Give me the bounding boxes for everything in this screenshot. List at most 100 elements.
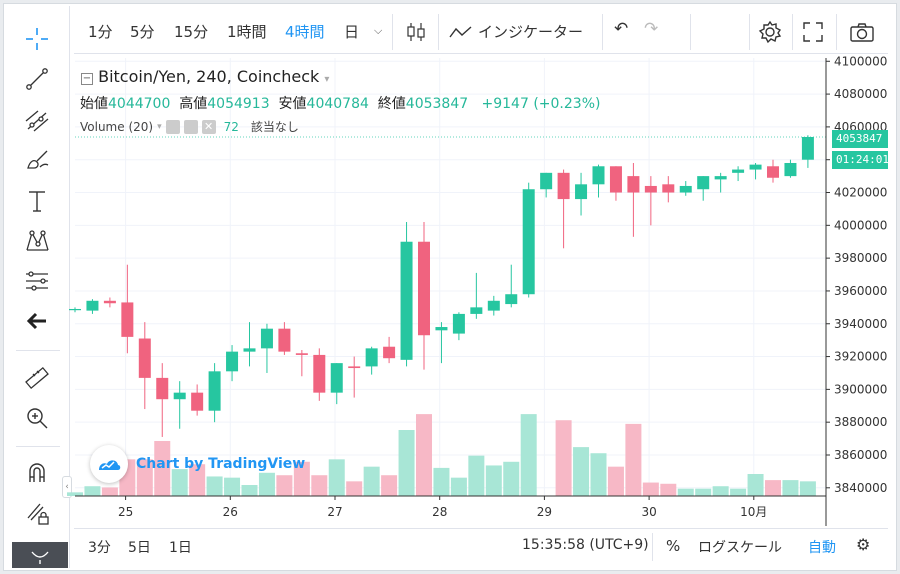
volume-bar — [555, 420, 572, 496]
prediction-icon[interactable] — [20, 266, 54, 296]
volume-bar — [747, 474, 764, 496]
candle-style-icon[interactable] — [404, 20, 428, 48]
zoom-in-icon[interactable] — [20, 403, 54, 433]
candle-body — [592, 166, 605, 185]
range-1d[interactable]: 1日 — [169, 540, 192, 556]
candle-body — [156, 377, 169, 400]
collapse-legend-icon[interactable]: − — [81, 73, 93, 85]
x-tick-label: 25 — [118, 505, 133, 519]
candle-body — [540, 172, 553, 190]
log-scale-toggle[interactable]: ログスケール — [698, 540, 782, 556]
candle-body — [452, 313, 465, 334]
volume-bar — [607, 466, 624, 496]
pattern-icon[interactable] — [20, 226, 54, 256]
indicators-button[interactable]: インジケーター — [478, 23, 584, 41]
volume-bar — [660, 483, 677, 496]
volume-bar — [695, 488, 712, 496]
y-tick-label: 3920000 — [834, 350, 887, 364]
y-tick-label: 4100000 — [834, 54, 887, 68]
y-tick-label: 3840000 — [834, 481, 887, 495]
candle-body — [470, 307, 483, 314]
candle-body — [86, 300, 99, 311]
range-3m[interactable]: 3分 — [88, 540, 111, 556]
countdown-tag: 01:24:01 — [832, 151, 889, 169]
candle-body — [278, 328, 291, 352]
y-tick-label: 3880000 — [834, 415, 887, 429]
redo-icon[interactable]: ↷ — [644, 19, 659, 39]
candle-body — [243, 348, 256, 352]
volume-bar — [677, 488, 694, 496]
y-tick-label: 4080000 — [834, 87, 887, 101]
trend-line-icon[interactable] — [20, 64, 54, 94]
camera-icon[interactable] — [849, 21, 875, 47]
volume-bar — [799, 481, 816, 496]
back-arrow-icon[interactable] — [20, 306, 54, 336]
bottom-toolbar: 3分 5日 1日 15:35:58 (UTC+9) % ログスケール 自動 ⚙ — [74, 528, 888, 564]
x-tick-label: 26 — [223, 505, 238, 519]
settings-gear-icon[interactable] — [758, 20, 782, 48]
gear-icon[interactable] — [183, 119, 198, 134]
interval-4h[interactable]: 4時間 — [285, 23, 325, 41]
interval-1h[interactable]: 1時間 — [227, 23, 267, 41]
volume-bar — [712, 486, 729, 496]
x-tick-label: 30 — [641, 505, 656, 519]
candle-body — [208, 371, 221, 411]
eye-icon[interactable] — [165, 119, 180, 134]
candle-body — [365, 348, 378, 367]
brush-icon[interactable] — [20, 145, 54, 175]
undo-icon[interactable]: ↶ — [614, 19, 629, 39]
range-5d[interactable]: 5日 — [128, 540, 151, 556]
y-tick-label: 3940000 — [834, 317, 887, 331]
volume-label[interactable]: Volume (20) — [80, 119, 154, 134]
volume-bar — [398, 430, 415, 496]
volume-bar — [782, 480, 799, 496]
interval-dropdown-icon[interactable]: ⌵ — [374, 24, 383, 37]
collapse-toolbar-button[interactable]: ‹ — [62, 476, 72, 498]
candle-body — [522, 189, 535, 295]
drawing-toolbar — [6, 6, 70, 568]
candle-body — [418, 241, 430, 336]
interval-15m[interactable]: 15分 — [174, 23, 209, 41]
tradingview-logo-icon — [90, 445, 128, 483]
candle-body — [138, 338, 151, 378]
tradingview-watermark[interactable]: Chart by TradingView — [90, 445, 305, 483]
volume-bar — [171, 469, 188, 496]
candle-body — [330, 363, 343, 393]
volume-dropdown-icon[interactable]: ▾ — [157, 121, 162, 132]
candle-body — [295, 353, 308, 355]
symbol-title[interactable]: Bitcoin/Yen, 240, Coincheck — [98, 67, 320, 86]
volume-na: 該当なし — [250, 120, 299, 134]
watermark-text: Chart by TradingView — [136, 456, 306, 472]
candle-body — [173, 392, 186, 400]
volume-bar — [136, 459, 153, 496]
text-tool-icon[interactable] — [20, 186, 54, 216]
candle-body — [435, 327, 448, 331]
candle-body — [383, 346, 396, 359]
indicators-icon[interactable] — [449, 24, 473, 44]
x-tick-label: 27 — [327, 505, 342, 519]
volume-bar — [224, 477, 241, 496]
interval-5m[interactable]: 5分 — [130, 23, 155, 41]
symbol-dropdown-icon[interactable]: ▾ — [324, 74, 330, 85]
volume-legend: Volume (20) ▾ ✕ 72 該当なし — [80, 118, 299, 135]
magnet-icon[interactable] — [20, 458, 54, 488]
pitchfork-icon[interactable] — [20, 105, 54, 135]
volume-bar — [328, 459, 345, 496]
clock-time[interactable]: 15:35:58 (UTC+9) — [522, 537, 649, 553]
candle-body — [400, 241, 413, 360]
chart-settings-gear-icon[interactable]: ⚙ — [856, 535, 871, 554]
interval-day[interactable]: 日 — [344, 23, 360, 41]
crosshair-icon[interactable] — [20, 24, 54, 54]
candle-body — [767, 166, 779, 178]
percent-toggle[interactable]: % — [666, 537, 681, 555]
ruler-icon[interactable] — [20, 363, 54, 393]
candle-body — [644, 185, 657, 193]
auto-scale-toggle[interactable]: 自動 — [808, 540, 836, 556]
lock-pencil-icon[interactable] — [20, 498, 54, 528]
candle-body — [103, 300, 116, 304]
eye-toggle-button[interactable] — [12, 542, 68, 568]
interval-1m[interactable]: 1分 — [88, 23, 113, 41]
close-icon[interactable]: ✕ — [201, 119, 216, 134]
fullscreen-icon[interactable] — [802, 21, 824, 47]
